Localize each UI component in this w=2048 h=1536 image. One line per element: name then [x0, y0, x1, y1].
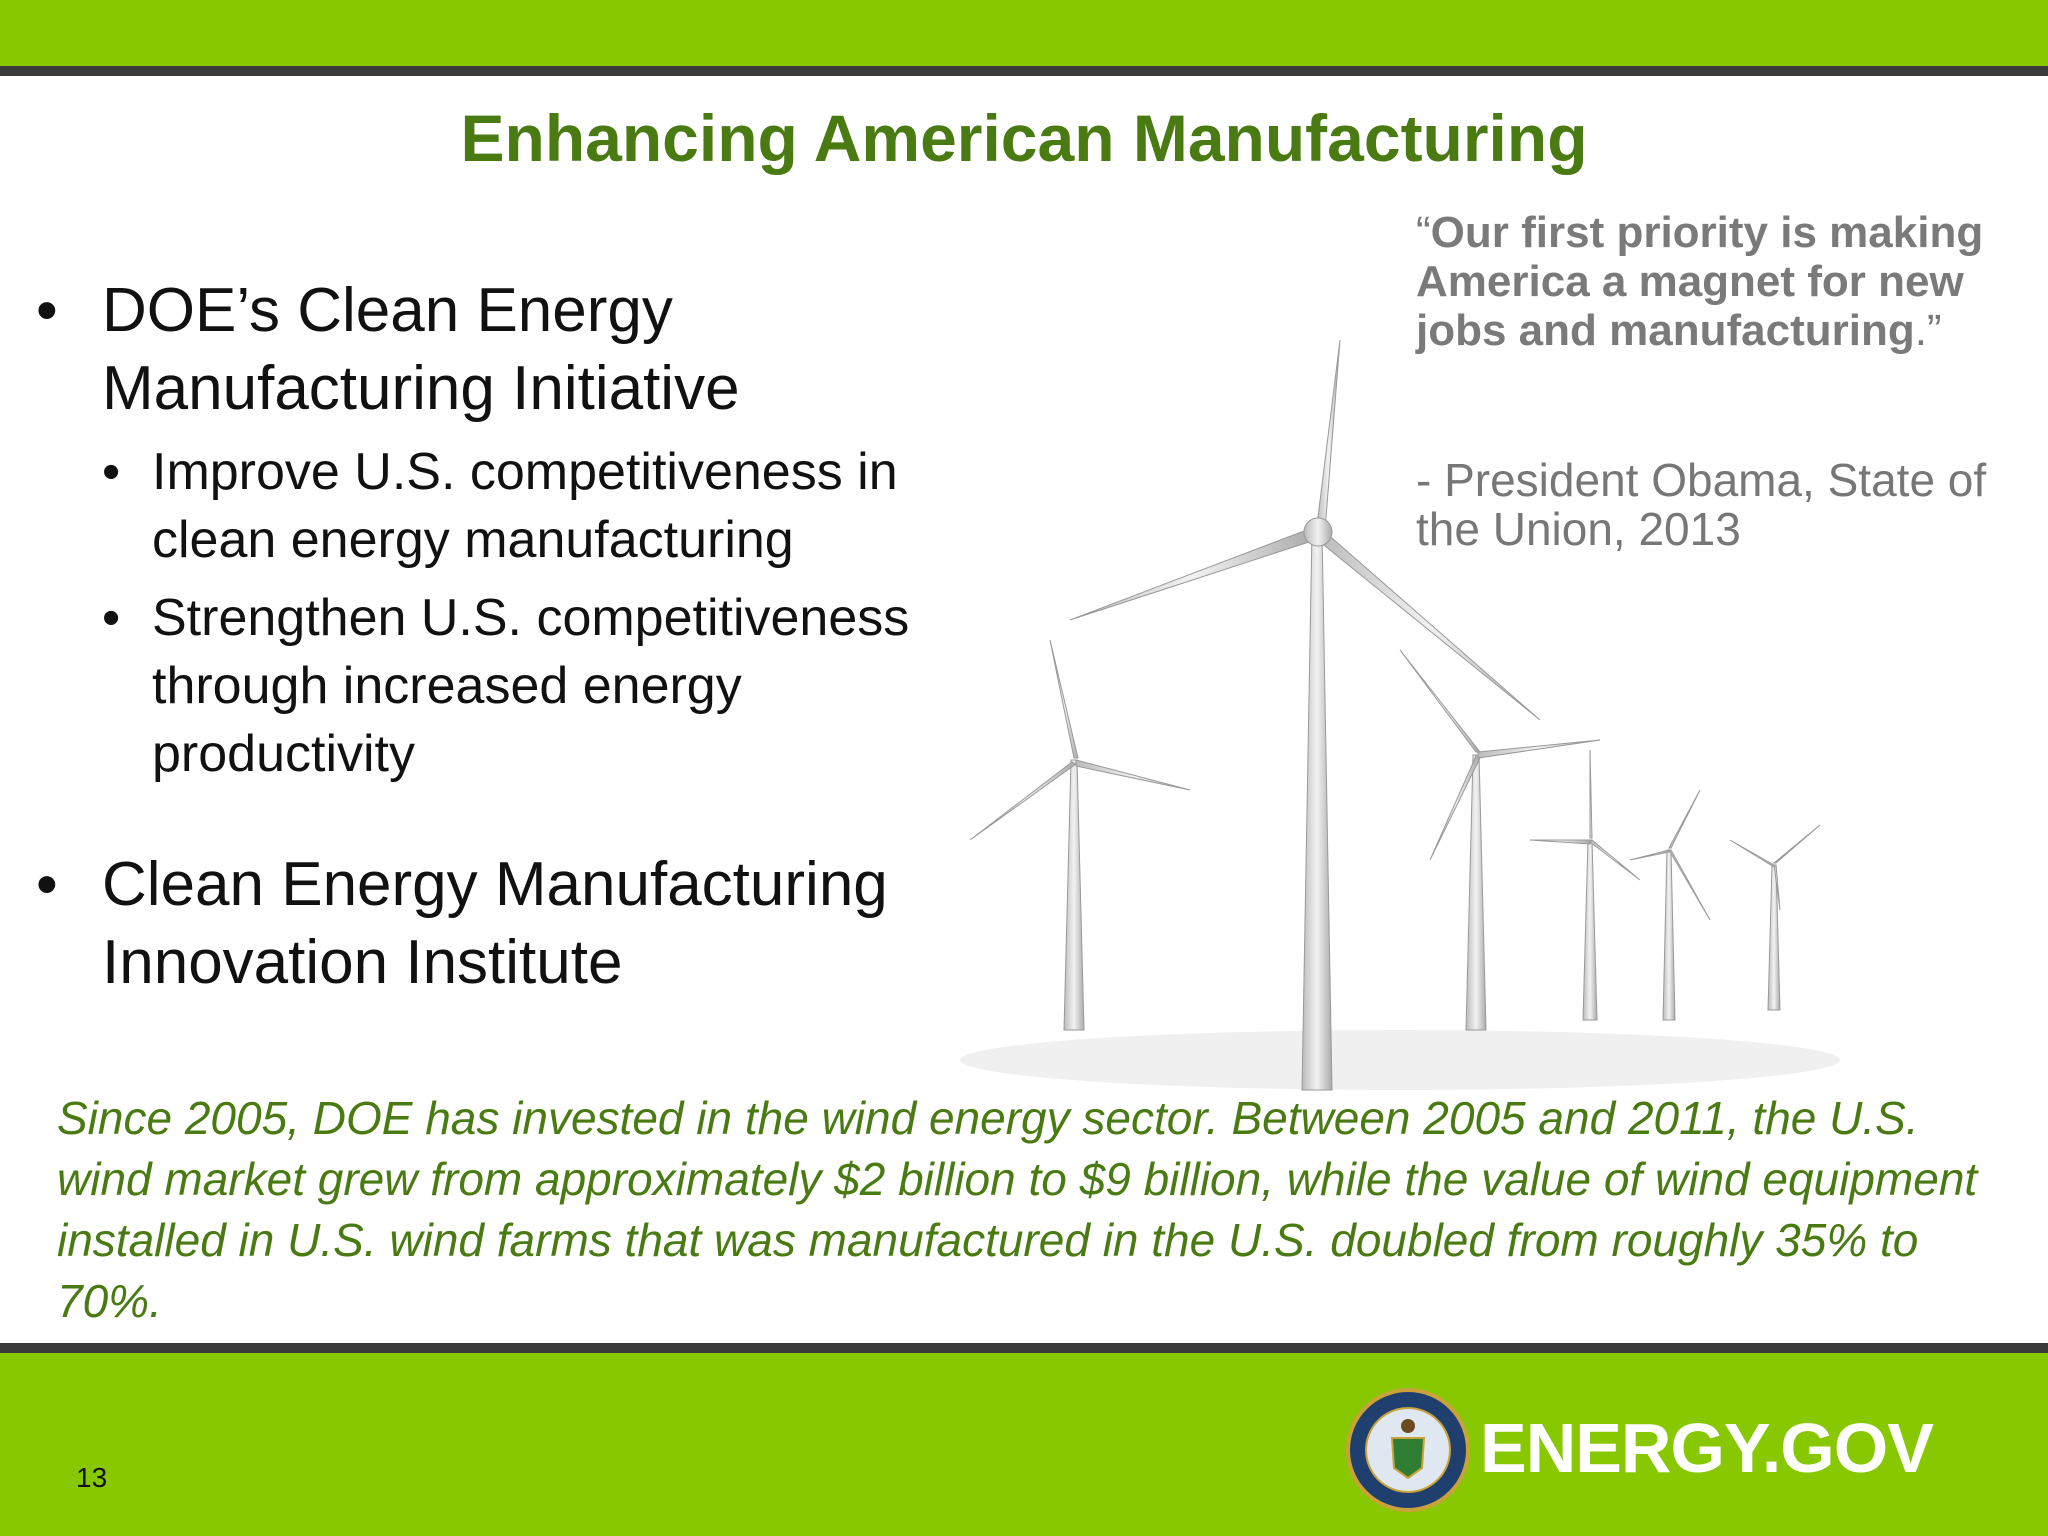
- bullet: Clean Energy Manufacturing Innovation In…: [36, 846, 996, 1002]
- bottom-rule: [0, 1343, 2048, 1353]
- quote-attribution: - President Obama, State of the Union, 2…: [1416, 454, 1987, 555]
- quote: “Our first priority is making America a …: [1416, 208, 2036, 355]
- bullet-list: DOE’s Clean Energy Manufacturing Initiat…: [36, 272, 996, 1002]
- sub-list: Improve U.S. competitiveness in clean en…: [102, 438, 996, 788]
- summary-note: Since 2005, DOE has invested in the wind…: [57, 1092, 1978, 1327]
- bullet-text: Clean Energy Manufacturing Innovation In…: [102, 850, 888, 997]
- doe-seal: [1346, 1388, 1470, 1512]
- sub-bullet: Improve U.S. competitiveness in clean en…: [102, 438, 996, 574]
- wind-turbines-image: [960, 339, 1840, 1091]
- quote-mark: .”: [1914, 306, 1942, 355]
- top-rule: [0, 66, 2048, 76]
- page-number: 13: [76, 1462, 108, 1493]
- top-bar: [0, 0, 2048, 66]
- quote-mark: “: [1416, 208, 1431, 257]
- bullet-text: DOE’s Clean Energy Manufacturing Initiat…: [102, 276, 740, 423]
- sub-bullet: Strengthen U.S. competitiveness through …: [102, 584, 996, 788]
- logo-text: ENERGY.GOV: [1480, 1409, 1934, 1487]
- quote-text: Our first priority is making America a m…: [1416, 208, 1984, 355]
- bottom-bar: [0, 1353, 2048, 1536]
- slide-title: Enhancing American Manufacturing: [460, 101, 1588, 175]
- bullet: DOE’s Clean Energy Manufacturing Initiat…: [36, 272, 996, 788]
